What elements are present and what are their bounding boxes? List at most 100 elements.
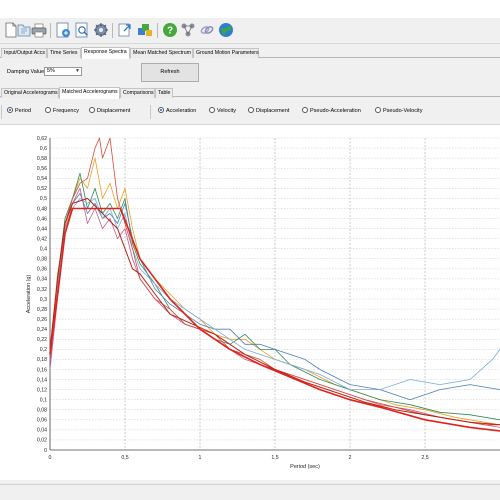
y-tick-label: 0,44: [37, 226, 47, 232]
radio-unchecked-icon: [248, 106, 254, 113]
y-tick-label: 0,28: [37, 307, 47, 313]
toolbar-separator: [157, 23, 158, 38]
radio-label: Displacement: [97, 108, 131, 114]
spectrum-series-line: [49, 197, 500, 426]
settings-gear-icon[interactable]: [93, 22, 109, 38]
radio-label: Frequency: [53, 108, 79, 114]
y-tick-label: 0,04: [37, 428, 47, 434]
y-tick-label: 0,6: [40, 146, 47, 152]
spectrum-series-line: [49, 198, 500, 390]
mode-radio-row: Period Frequency Displacement Accelerati…: [0, 106, 500, 118]
tab-ground-motion-parameters[interactable]: Ground Motion Parameters: [193, 48, 259, 58]
y-tick-label: 0,5: [40, 196, 47, 202]
radio-period[interactable]: Period: [7, 106, 31, 116]
radio-checked-icon: [158, 106, 164, 113]
status-bar: [0, 484, 500, 500]
tab-table[interactable]: Table: [155, 88, 173, 98]
radio-unchecked-icon: [209, 106, 215, 113]
y-tick-label: 0: [44, 448, 47, 454]
y-tick-label: 0,18: [37, 357, 47, 363]
chevron-down-icon: ▼: [75, 68, 80, 74]
radio-displacement-x[interactable]: Displacement: [89, 106, 130, 116]
y-tick-label: 0,12: [37, 387, 47, 393]
tab-matched-accelerograms[interactable]: Matched Accelerograms: [59, 87, 120, 99]
export-icon[interactable]: [117, 22, 133, 38]
damping-label: Damping Value: [7, 69, 45, 75]
y-tick-label: 0,32: [37, 287, 47, 293]
toolbar-separator: [112, 23, 113, 38]
y-tick-label: 0,52: [37, 186, 47, 192]
toolbar-separator: [50, 23, 51, 38]
new-file-icon[interactable]: [3, 22, 19, 38]
y-tick-label: 0,06: [37, 418, 47, 424]
tab-mean-matched-spectrum[interactable]: Mean Matched Spectrum: [130, 48, 193, 58]
spectrum-series-line: [49, 137, 500, 426]
tab-comparisons[interactable]: Comparisons: [120, 88, 155, 98]
radio-pseudo-velocity[interactable]: Pseudo-Velocity: [375, 106, 422, 116]
radio-unchecked-icon: [375, 106, 381, 113]
main-toolbar: ?: [0, 18, 500, 44]
damping-value: 5%: [47, 68, 55, 74]
y-tick-label: 0,46: [37, 216, 47, 222]
tab-input-output-accs[interactable]: Input/Output Accs: [1, 48, 47, 58]
y-axis-label: Acceleration (g): [26, 275, 32, 314]
tab-time-series[interactable]: Time Series: [47, 48, 81, 58]
radio-unchecked-icon: [302, 106, 308, 113]
print-icon[interactable]: [31, 22, 47, 38]
radio-group-border: [150, 105, 151, 119]
y-tick-label: 0,22: [37, 337, 47, 343]
y-tick-label: 0,08: [37, 408, 47, 414]
y-tick-label: 0,34: [37, 277, 47, 283]
x-axis-label: Period (sec): [290, 464, 320, 470]
globe-icon[interactable]: [218, 22, 234, 38]
x-tick-label: 0,5: [121, 455, 128, 461]
y-tick-label: 0,26: [37, 317, 47, 323]
x-tick-label: 1: [199, 455, 202, 461]
radio-group-border: [1, 105, 2, 119]
x-tick-label: 0: [49, 455, 52, 461]
radio-acceleration[interactable]: Acceleration: [158, 106, 196, 116]
radio-label: Displacement: [256, 108, 290, 114]
layers-icon[interactable]: [137, 22, 153, 38]
help-icon[interactable]: ?: [162, 22, 178, 38]
radio-unchecked-icon: [89, 106, 95, 113]
y-tick-label: 0,36: [37, 267, 47, 273]
network-icon[interactable]: [180, 22, 196, 38]
main-tab-strip: Input/Output Accs Time Series Response S…: [0, 47, 500, 59]
radio-frequency[interactable]: Frequency: [45, 106, 79, 116]
tab-response-spectra[interactable]: Response Spectra: [81, 47, 130, 59]
window-top-area: [0, 0, 500, 18]
spectrum-series-line: [49, 207, 500, 432]
radio-label: Acceleration: [166, 108, 197, 114]
radio-unchecked-icon: [45, 106, 51, 113]
radio-displacement-y[interactable]: Displacement: [248, 106, 289, 116]
radio-label: Period: [15, 108, 31, 114]
chart-panel: 0 0,02 0,04 0,06 0,08 0,1 0,12 0,14 0,16 0,18 0,2 0…: [0, 124, 500, 480]
tab-original-accelerograms[interactable]: Original Accelerograms: [1, 88, 59, 98]
add-record-icon[interactable]: [55, 22, 71, 38]
y-tick-label: 0,48: [37, 206, 47, 212]
y-tick-label: 0,14: [37, 377, 47, 383]
refresh-button[interactable]: Refresh: [141, 63, 199, 82]
y-tick-label: 0,2: [40, 347, 47, 353]
y-tick-label: 0,02: [37, 438, 47, 444]
y-tick-label: 0,1: [40, 397, 47, 403]
y-tick-label: 0,54: [37, 176, 47, 182]
y-tick-label: 0,56: [37, 166, 47, 172]
x-tick-label: 1,5: [271, 455, 278, 461]
y-tick-label: 0,62: [37, 136, 47, 142]
sub-tab-strip: Original Accelerograms Matched Accelerog…: [0, 87, 500, 99]
radio-velocity[interactable]: Velocity: [209, 106, 236, 116]
y-tick-label: 0,16: [37, 367, 47, 373]
x-tick-label: 2: [349, 455, 352, 461]
radio-label: Velocity: [217, 108, 236, 114]
search-icon[interactable]: [74, 22, 90, 38]
y-tick-label: 0,3: [40, 297, 47, 303]
radio-pseudo-acceleration[interactable]: Pseudo-Acceleration: [302, 106, 361, 116]
link-icon[interactable]: [199, 22, 215, 38]
damping-select[interactable]: 5% ▼: [44, 67, 82, 76]
y-tick-label: 0,58: [37, 156, 47, 162]
open-file-icon[interactable]: [16, 22, 32, 38]
y-tick-label: 0,42: [37, 236, 47, 242]
y-tick-label: 0,38: [37, 257, 47, 263]
